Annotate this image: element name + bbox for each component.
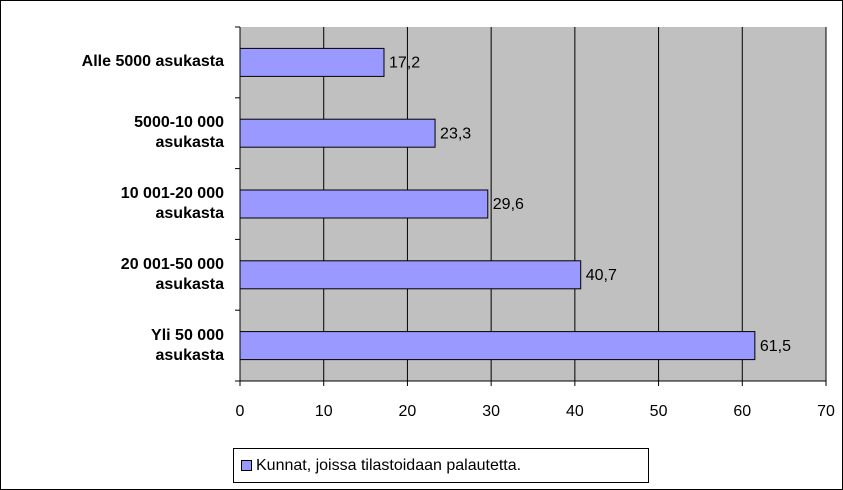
data-label: 23,3	[440, 125, 471, 142]
legend-box	[233, 448, 649, 483]
y-tick-label: 10 001-20 000 asukasta	[120, 185, 224, 222]
y-tick-label: 5000-10 000 asukasta	[134, 114, 224, 152]
x-tick-label: 0	[236, 403, 245, 420]
bar	[239, 331, 756, 361]
legend-label: Kunnat, joissa tilastoidaan palautetta.	[256, 457, 521, 474]
bar	[239, 47, 385, 77]
bar	[239, 118, 436, 148]
x-tick-label: 10	[315, 403, 333, 420]
bar	[239, 260, 582, 290]
data-label: 40,7	[586, 267, 617, 284]
x-tick-label: 70	[817, 403, 835, 420]
data-label: 61,5	[760, 338, 791, 355]
bar	[239, 189, 489, 219]
data-label: 29,6	[493, 196, 524, 213]
legend-swatch	[241, 460, 252, 471]
x-tick-label: 60	[733, 403, 751, 420]
x-tick-label: 30	[482, 403, 500, 420]
y-tick-label: Yli 50 000 asukasta	[151, 326, 224, 364]
data-label: 17,2	[389, 55, 420, 72]
y-tick-label: 20 001-50 000 asukasta	[120, 255, 224, 293]
x-tick-label: 20	[399, 403, 417, 420]
y-tick-label: Alle 5000 asukasta	[81, 53, 224, 71]
x-tick-label: 50	[650, 403, 668, 420]
x-tick-label: 40	[566, 403, 584, 420]
